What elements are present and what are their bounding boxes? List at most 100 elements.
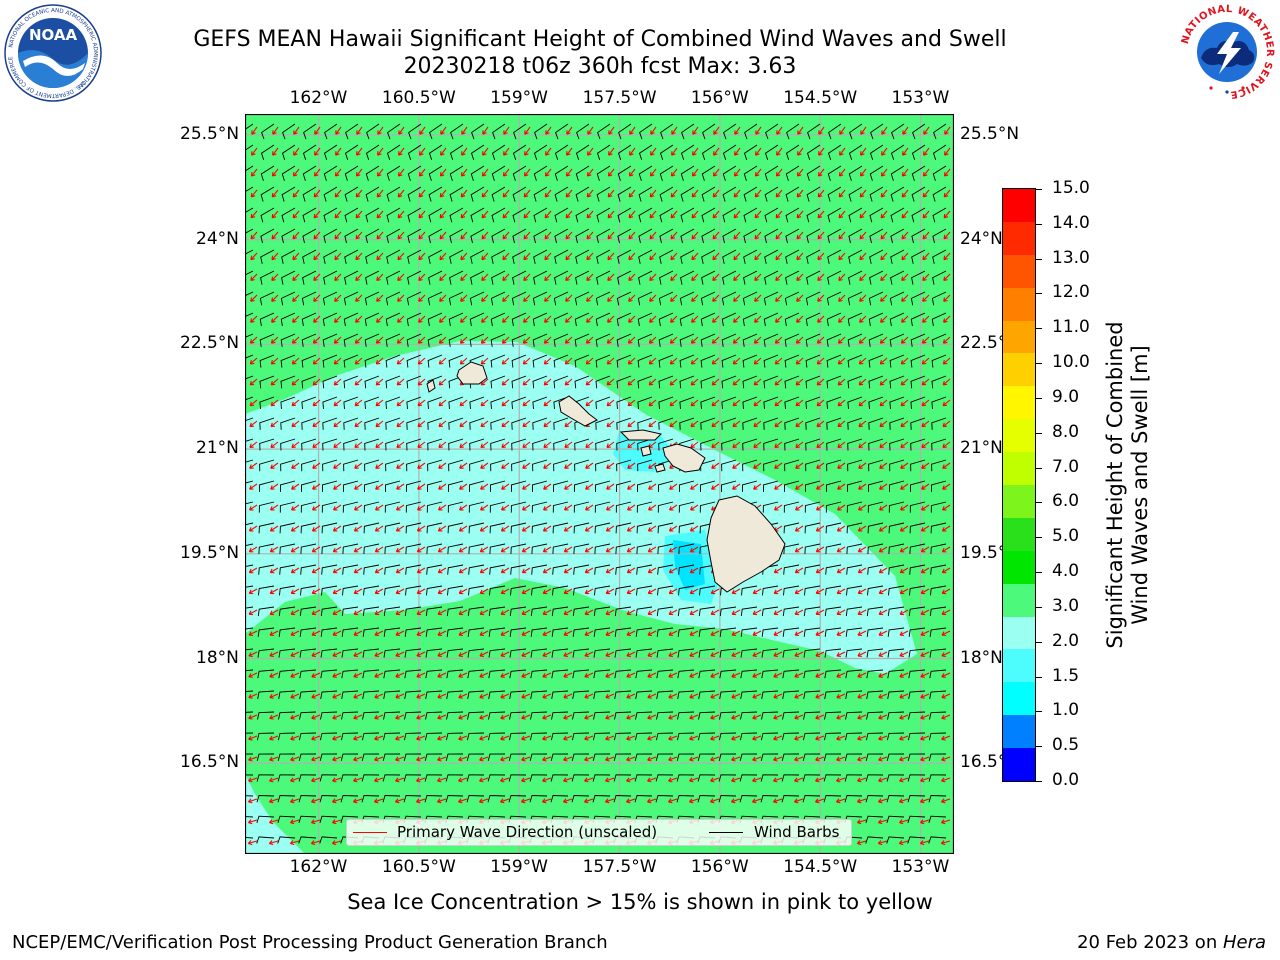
wind-barb (260, 165, 275, 181)
wave-direction-arrow (920, 588, 930, 595)
wind-barb (614, 669, 632, 679)
map-panel[interactable]: Primary Wave Direction (unscaled) Wind B… (245, 114, 954, 854)
wave-direction-arrow (563, 672, 573, 678)
wave-direction-arrow (816, 336, 825, 344)
wind-barb (343, 291, 359, 306)
wind-barb (659, 207, 674, 223)
wind-barb (826, 333, 842, 347)
wind-barb (806, 270, 821, 285)
wind-barb (574, 354, 590, 368)
wave-direction-arrow (501, 336, 510, 344)
wind-barb (427, 480, 443, 492)
wave-direction-arrow (563, 609, 573, 616)
wind-barb (345, 123, 359, 140)
wave-direction-arrow (248, 504, 258, 511)
wind-barb (826, 438, 842, 451)
wave-direction-arrow (332, 525, 342, 532)
wave-direction-arrow (668, 567, 678, 574)
wind-barb (616, 354, 632, 368)
wind-barb (867, 501, 884, 513)
wind-barb (765, 123, 779, 140)
noaa-logo-text: NOAA (29, 26, 78, 44)
wind-barb (425, 711, 443, 720)
wave-direction-arrow (901, 231, 909, 240)
wind-barb (510, 585, 527, 596)
wind-barb (344, 207, 359, 223)
wind-barb (868, 375, 884, 389)
wind-barb (890, 186, 905, 202)
wave-direction-arrow (354, 420, 363, 428)
wave-direction-arrow (249, 420, 258, 428)
wind-barb (510, 522, 527, 534)
wave-direction-arrow (900, 462, 909, 469)
wind-barb (343, 354, 359, 368)
wind-barb (743, 228, 758, 244)
wind-barb (322, 480, 338, 492)
wind-barb (614, 711, 632, 720)
colorbar-segment (1003, 649, 1035, 683)
wind-barb (529, 774, 548, 782)
wave-direction-arrow (395, 756, 405, 762)
wave-direction-arrow (543, 399, 552, 407)
wind-barb (697, 732, 716, 741)
wind-barb (426, 564, 443, 575)
wave-direction-arrow (859, 168, 867, 177)
wind-barb (699, 585, 716, 596)
wave-direction-arrow (353, 567, 363, 574)
wave-direction-arrow (837, 420, 846, 428)
wave-direction-arrow (878, 567, 888, 574)
wind-barb (802, 732, 821, 741)
wind-barb (300, 501, 317, 513)
wind-barb (256, 753, 275, 762)
wind-barb (847, 354, 863, 368)
wind-barb (533, 207, 548, 223)
wave-direction-arrow (710, 609, 720, 616)
wind-barb (823, 795, 842, 803)
wave-direction-arrow (333, 399, 342, 407)
wind-barb (848, 270, 863, 285)
wave-direction-arrow (900, 441, 909, 449)
wind-barb (490, 480, 506, 492)
wave-direction-arrow (794, 735, 804, 741)
wave-direction-arrow (438, 462, 447, 469)
wind-barb (907, 732, 926, 741)
wave-direction-arrow (837, 462, 846, 469)
wave-direction-arrow (942, 378, 951, 386)
wind-barb (509, 669, 527, 679)
wave-direction-arrow (628, 315, 636, 323)
wave-direction-arrow (311, 651, 321, 657)
wind-barb (301, 438, 317, 451)
wave-direction-arrow (733, 168, 741, 177)
wave-direction-arrow (250, 273, 258, 282)
wave-direction-arrow (458, 630, 468, 637)
latitude-tick-label: 24°N (196, 228, 239, 249)
colorbar-tick-mark (1036, 397, 1042, 399)
wave-direction-arrow (941, 525, 951, 532)
wind-barb (469, 291, 485, 306)
wave-direction-arrow (502, 210, 510, 219)
wind-barb (638, 228, 653, 244)
colorbar-segment (1003, 221, 1035, 255)
wave-direction-arrow (794, 693, 804, 699)
wind-barb (865, 774, 884, 782)
wind-barb (637, 417, 653, 430)
wind-barb (806, 186, 821, 202)
wind-barb (869, 144, 884, 161)
wind-barb (743, 249, 758, 264)
wave-direction-arrow (627, 378, 636, 386)
wind-barb (406, 375, 422, 389)
wind-barb (575, 249, 590, 264)
wave-direction-arrow (754, 189, 762, 198)
colorbar-segment (1003, 353, 1035, 387)
colorbar-tick-mark (1036, 502, 1042, 504)
wave-direction-arrow (607, 252, 615, 261)
wind-barb (258, 543, 275, 555)
wave-direction-arrow (458, 651, 468, 657)
wind-barb (782, 627, 800, 637)
wind-barb (886, 795, 905, 803)
wave-direction-arrow (818, 126, 825, 135)
wind-barb (245, 438, 254, 442)
latitude-tick-label: 21°N (196, 438, 239, 459)
wind-barb (739, 774, 758, 782)
wind-barb (245, 816, 254, 818)
